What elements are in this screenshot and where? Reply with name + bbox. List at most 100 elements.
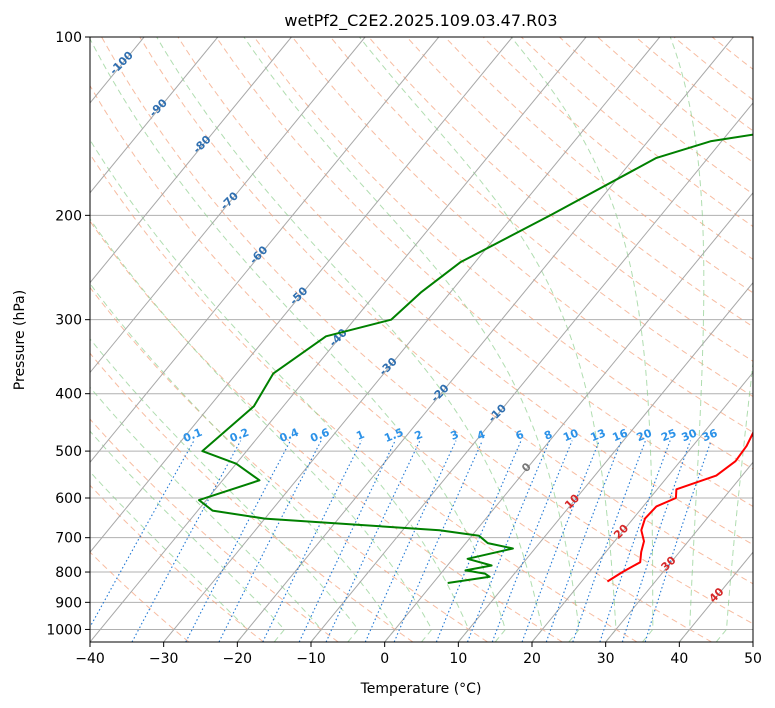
y-axis-label: Pressure (hPa) [12, 290, 28, 390]
moist-adiabat [510, 37, 654, 642]
mixing-ratio-line [466, 440, 551, 642]
x-tick-label: 30 [597, 651, 615, 667]
dry-adiabat [292, 37, 753, 433]
dry-adiabat [711, 37, 753, 70]
mixing-ratio-line [521, 440, 600, 642]
mixing-ratio-label: 0.4 [278, 426, 301, 445]
isotherm [310, 102, 753, 642]
isotherm [605, 461, 753, 642]
mixing-ratio-label: 16 [611, 426, 630, 444]
mixing-ratio-line [185, 440, 291, 642]
mixing-ratio-line [393, 440, 483, 642]
y-tick-label: 200 [55, 208, 82, 224]
moist-adiabat [669, 37, 705, 642]
mixing-ratio-line [621, 440, 692, 642]
moist-adiabat [90, 218, 433, 642]
dry-adiabat [330, 37, 753, 398]
mixing-ratio-label: 25 [659, 426, 678, 444]
dry-adiabat [90, 418, 339, 642]
isotherm [90, 37, 513, 553]
dry-adiabat [90, 551, 190, 642]
dry-adiabat [635, 37, 753, 132]
y-tick-label: 700 [55, 531, 82, 547]
mixing-ratio-label: 36 [700, 426, 719, 444]
mixing-ratio-label: 13 [589, 426, 608, 444]
moist-adiabat [359, 37, 617, 642]
dry-adiabat [90, 220, 563, 642]
y-tick-label: 900 [55, 595, 82, 611]
isotherm [384, 192, 753, 642]
x-tick-label: 20 [523, 651, 541, 667]
mixing-ratio-label: 30 [680, 426, 699, 444]
moist-adiabat [90, 386, 322, 642]
isotherm [90, 37, 587, 642]
mixing-ratio-line [218, 440, 322, 642]
plot-frame [89, 36, 754, 643]
dry-adiabat [90, 153, 638, 642]
isotherm [0, 37, 70, 642]
y-tick-label: 500 [55, 444, 82, 460]
isotherm [163, 37, 661, 642]
y-tick-label: 1000 [46, 622, 82, 638]
mixing-ratio-line [572, 440, 647, 642]
x-axis-ticks: −40 −30 −20 −10 0 10 20 30 40 50 [75, 642, 762, 667]
moist-adiabat [90, 37, 507, 642]
y-tick-label: 600 [55, 491, 82, 507]
x-tick-label: −20 [223, 651, 253, 667]
chart-title: wetPf2_C2E2.2025.109.03.47.R03 [284, 11, 557, 31]
mixing-ratio-line [435, 440, 522, 642]
y-axis-ticks: 100 200 300 400 500 600 700 800 900 1000 [46, 30, 90, 638]
dry-adiabat [673, 37, 753, 101]
x-axis-label: Temperature (°C) [360, 681, 482, 697]
moist-adiabat [90, 139, 470, 642]
x-tick-label: −10 [296, 651, 326, 667]
y-tick-label: 800 [55, 565, 82, 581]
mixing-ratio-label: 3 [449, 428, 461, 443]
isoline-labels: 0.1 0.2 0.4 0.6 1 1.5 2 3 4 6 8 10 13 16 20 25 30 36-100-… [107, 48, 727, 605]
x-tick-label: 50 [744, 651, 762, 667]
moist-adiabat [156, 37, 543, 642]
x-tick-label: 0 [380, 651, 389, 667]
dry-adiabat [177, 37, 753, 546]
mixing-ratio-label: 6 [514, 428, 526, 443]
isotherm [457, 281, 753, 642]
dry-adiabat [559, 37, 753, 195]
mixing-ratio-label: 1.5 [382, 426, 405, 445]
moist-adiabat [90, 471, 249, 642]
mixing-ratio-label: 0.2 [228, 426, 251, 445]
profile-series [198, 133, 753, 584]
mixing-ratio-line [131, 440, 242, 642]
dry-adiabat [90, 286, 488, 642]
isotherm [90, 37, 219, 194]
mixing-ratio-label: 20 [635, 426, 654, 444]
dry-adiabat [90, 484, 264, 642]
mixing-ratio-line [90, 440, 195, 629]
y-tick-label: 300 [55, 313, 82, 329]
moist-adiabat [90, 338, 359, 642]
isotherm [236, 37, 734, 642]
isotherm [531, 371, 753, 642]
moist-adiabat [243, 37, 580, 642]
mixing-ratio-line [364, 440, 457, 642]
isotherm [752, 641, 753, 642]
mixing-ratio-label: 8 [542, 428, 554, 443]
y-tick-label: 100 [55, 30, 82, 46]
mixing-ratio-label: 10 [561, 426, 580, 444]
background-lines [0, 37, 753, 642]
x-tick-label: 40 [670, 651, 688, 667]
moist-adiabat [715, 359, 753, 642]
mixing-ratio-label: 2 [413, 428, 425, 443]
dry-adiabat [90, 352, 414, 642]
temperature-profile-line [606, 430, 753, 583]
mixing-ratio-line [644, 440, 712, 642]
dry-adiabat [253, 37, 753, 470]
x-tick-label: −40 [75, 651, 105, 667]
y-tick-label: 400 [55, 387, 82, 403]
dry-adiabat [749, 37, 753, 40]
dewpoint-profile-line [198, 133, 753, 584]
mixing-ratio-label: 0.1 [181, 426, 204, 445]
x-tick-label: 10 [449, 651, 467, 667]
moist-adiabat [90, 282, 396, 642]
mixing-ratio-line [545, 440, 622, 642]
